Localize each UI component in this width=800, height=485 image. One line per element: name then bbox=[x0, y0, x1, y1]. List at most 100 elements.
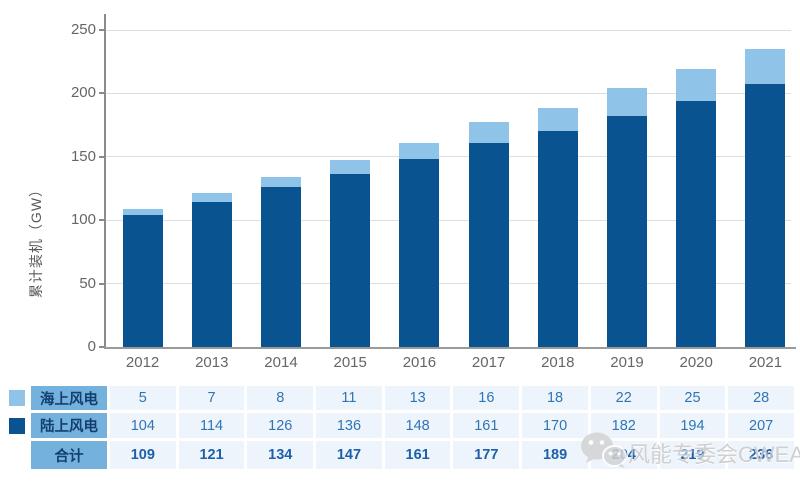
x-tick-label-2017: 2017 bbox=[471, 354, 506, 371]
legend-cell-合计 bbox=[6, 441, 28, 469]
table-cell-海上风电-2012: 5 bbox=[110, 386, 176, 410]
bar-2018 bbox=[537, 30, 578, 347]
x-tick-label-2015: 2015 bbox=[333, 354, 367, 371]
table-cell-陆上风电-2014: 126 bbox=[247, 413, 314, 438]
table-cell-海上风电-2013: 7 bbox=[178, 386, 245, 410]
legend-cell-海上风电 bbox=[6, 386, 28, 410]
x-tick-label-2020: 2020 bbox=[679, 354, 713, 371]
x-tick-label-2018: 2018 bbox=[541, 354, 575, 371]
y-tick-mark-250 bbox=[99, 29, 104, 31]
bar-segment-海上风电-2013 bbox=[191, 193, 232, 203]
table-cell-合计-2013: 121 bbox=[178, 441, 245, 469]
table-cell-海上风电-2014: 8 bbox=[247, 386, 314, 410]
table-cell-陆上风电-2019: 182 bbox=[590, 413, 657, 438]
bar-2020 bbox=[676, 30, 717, 347]
y-tick-label-0: 0 bbox=[87, 338, 96, 356]
table-cell-陆上风电-2021: 207 bbox=[728, 413, 794, 438]
bar-segment-陆上风电-2013 bbox=[191, 202, 232, 347]
table-cell-海上风电-2016: 13 bbox=[384, 386, 451, 410]
table-cell-合计-2014: 134 bbox=[247, 441, 314, 469]
bar-segment-海上风电-2018 bbox=[537, 108, 578, 132]
bar-segment-海上风电-2019 bbox=[607, 88, 647, 116]
y-tick-mark-100 bbox=[99, 219, 104, 222]
table-cell-合计-2019: 204 bbox=[590, 441, 657, 469]
x-tick-label-2021: 2021 bbox=[748, 354, 783, 371]
table-cell-海上风电-2017: 16 bbox=[453, 386, 520, 410]
y-axis-line bbox=[104, 14, 106, 348]
bar-2021 bbox=[745, 30, 786, 347]
y-tick-mark-50 bbox=[99, 282, 104, 285]
table-cell-合计-2012: 109 bbox=[110, 441, 176, 469]
x-axis-line bbox=[104, 347, 796, 349]
bar-2019 bbox=[607, 30, 647, 347]
gridline-50 bbox=[105, 283, 791, 285]
bar-segment-海上风电-2012 bbox=[122, 208, 163, 215]
table-cell-合计-2021: 236 bbox=[728, 441, 794, 469]
table-row-label-海上风电: 海上风电 bbox=[31, 386, 107, 410]
table-cell-合计-2018: 189 bbox=[522, 441, 588, 469]
bar-segment-陆上风电-2015 bbox=[330, 174, 371, 347]
table-cell-陆上风电-2013: 114 bbox=[178, 413, 245, 438]
x-tick-label-2014: 2014 bbox=[264, 354, 298, 371]
bar-segment-陆上风电-2017 bbox=[468, 142, 509, 347]
table-cell-海上风电-2018: 18 bbox=[522, 386, 588, 410]
bar-2014 bbox=[261, 30, 301, 347]
table-cell-陆上风电-2015: 136 bbox=[316, 413, 382, 438]
table-row-label-合计: 合计 bbox=[31, 441, 107, 469]
legend-cell-陆上风电 bbox=[6, 413, 28, 438]
y-axis-title: 累计装机（GW） bbox=[28, 181, 44, 299]
bar-segment-陆上风电-2021 bbox=[745, 84, 786, 347]
table-cell-海上风电-2021: 28 bbox=[728, 386, 794, 410]
chart-area: 0 50 100 150 200 250 累计装机（GW） 2012 2013 2014 201… bbox=[28, 14, 800, 371]
table-cell-合计-2020: 219 bbox=[659, 441, 726, 469]
table-row-label-陆上风电: 陆上风电 bbox=[31, 413, 107, 438]
bar-segment-陆上风电-2020 bbox=[676, 100, 717, 347]
bar-2012 bbox=[122, 30, 163, 347]
table-cell-合计-2017: 177 bbox=[453, 441, 520, 469]
table-cell-陆上风电-2012: 104 bbox=[110, 413, 176, 438]
table-cell-合计-2015: 147 bbox=[316, 441, 382, 469]
bar-2013 bbox=[191, 30, 232, 347]
bar-segment-陆上风电-2019 bbox=[607, 115, 647, 347]
gridline-150 bbox=[105, 156, 791, 158]
table-cell-陆上风电-2017: 161 bbox=[453, 413, 520, 438]
table-cell-陆上风电-2016: 148 bbox=[384, 413, 451, 438]
gridline-200 bbox=[105, 92, 791, 94]
y-tick-label-200: 200 bbox=[70, 84, 96, 102]
y-tick-label-50: 50 bbox=[79, 274, 96, 292]
bar-segment-陆上风电-2012 bbox=[122, 214, 163, 347]
table-cell-海上风电-2020: 25 bbox=[659, 386, 726, 410]
gridline-100 bbox=[105, 219, 791, 221]
x-tick-label-2012: 2012 bbox=[125, 354, 160, 371]
bar-segment-陆上风电-2014 bbox=[261, 187, 301, 347]
bar-segment-海上风电-2014 bbox=[261, 176, 301, 188]
bar-segment-海上风电-2020 bbox=[676, 68, 717, 101]
table-cell-海上风电-2019: 22 bbox=[590, 386, 657, 410]
y-tick-mark-0 bbox=[99, 346, 104, 349]
legend-swatch-陆上风电 bbox=[9, 417, 25, 434]
table-cell-合计-2016: 161 bbox=[384, 441, 451, 469]
legend-swatch-海上风电 bbox=[9, 390, 25, 406]
gridline-250 bbox=[105, 29, 791, 31]
x-tick-label-2019: 2019 bbox=[610, 354, 644, 371]
bars-layer bbox=[108, 30, 800, 347]
y-tick-label-100: 100 bbox=[70, 211, 96, 229]
x-tick-label-2016: 2016 bbox=[402, 354, 437, 371]
table-cell-陆上风电-2020: 194 bbox=[659, 413, 726, 438]
table-cell-海上风电-2015: 11 bbox=[316, 386, 382, 410]
bar-2017 bbox=[468, 30, 509, 347]
y-tick-label-250: 250 bbox=[70, 21, 96, 38]
bar-segment-陆上风电-2016 bbox=[399, 159, 440, 347]
y-tick-mark-150 bbox=[99, 155, 104, 158]
table-cell-陆上风电-2018: 170 bbox=[522, 413, 588, 438]
data-table: 海上风电 5 7 8 11 13 16 18 22 25 28 陆上风电 104 114 126 136 148… bbox=[6, 386, 794, 469]
y-tick-mark-200 bbox=[99, 92, 104, 95]
x-tick-label-2013: 2013 bbox=[195, 354, 229, 371]
bar-2015 bbox=[330, 30, 371, 347]
y-tick-label-150: 150 bbox=[70, 147, 96, 165]
bar-segment-陆上风电-2018 bbox=[537, 131, 578, 347]
bar-segment-海上风电-2015 bbox=[330, 160, 371, 175]
bar-2016 bbox=[399, 30, 440, 347]
bar-segment-海上风电-2017 bbox=[468, 122, 509, 143]
